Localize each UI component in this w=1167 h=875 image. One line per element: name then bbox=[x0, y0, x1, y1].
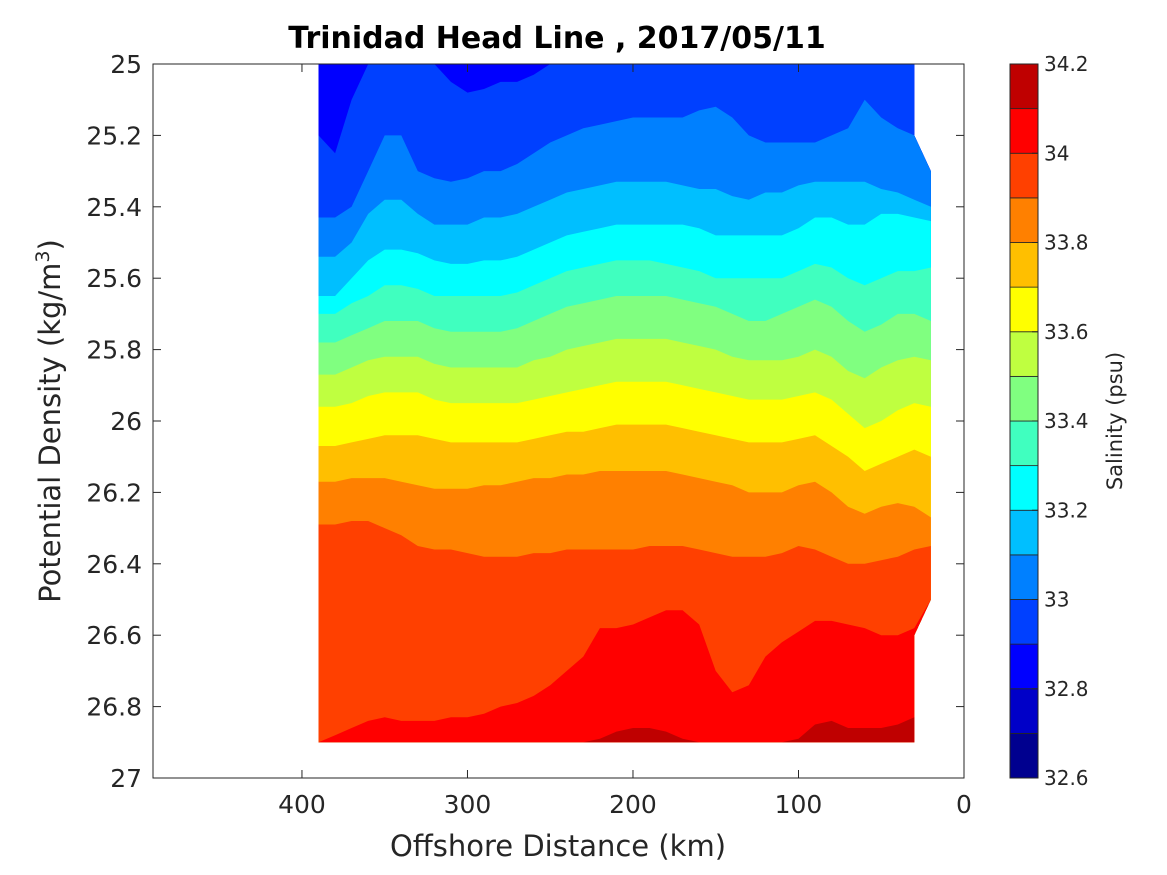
contour-band-34 bbox=[318, 599, 931, 743]
chart-title: Trinidad Head Line , 2017/05/11 bbox=[288, 21, 825, 56]
colorbar-segment bbox=[1009, 286, 1039, 333]
colorbar-tick-label: 33.6 bbox=[1044, 320, 1089, 344]
y-tick-label: 26 bbox=[110, 407, 142, 436]
x-axis-ticks: 400 300 200 100 0 bbox=[278, 64, 972, 819]
colorbar-segment bbox=[1009, 331, 1039, 377]
colorbar-segment bbox=[1009, 375, 1039, 422]
x-tick-label: 400 bbox=[278, 790, 326, 819]
y-tick-label: 25.6 bbox=[86, 264, 142, 293]
y-tick-label: 25.4 bbox=[86, 193, 142, 222]
y-tick-label: 27 bbox=[110, 764, 142, 793]
colorbar-segment bbox=[1009, 242, 1039, 288]
x-tick-label: 300 bbox=[444, 790, 492, 819]
colorbar-segment bbox=[1009, 599, 1039, 645]
x-tick-label: 0 bbox=[956, 790, 972, 819]
colorbar-tick-label: 33 bbox=[1044, 588, 1069, 612]
x-tick-label: 200 bbox=[609, 790, 657, 819]
colorbar-segment bbox=[1009, 688, 1039, 734]
y-axis-label: Potential Density (kg/m3) bbox=[32, 239, 67, 603]
colorbar-segment bbox=[1009, 732, 1039, 779]
colorbar-segment bbox=[1009, 509, 1039, 556]
colorbar-tick-label: 33.2 bbox=[1044, 498, 1089, 522]
colorbar-segment bbox=[1009, 197, 1039, 243]
y-tick-label: 26.8 bbox=[86, 693, 142, 722]
y-axis-ticks: 25 25.2 25.4 25.6 25.8 26 26.2 26.4 26.6 26.8 27 bbox=[86, 50, 964, 793]
colorbar-segment bbox=[1009, 465, 1039, 511]
y-tick-label: 26.6 bbox=[86, 621, 142, 650]
y-tick-label: 25.8 bbox=[86, 336, 142, 365]
colorbar-segment bbox=[1009, 554, 1039, 600]
colorbar-segment bbox=[1009, 152, 1039, 199]
colorbar-ticks: 32.6 32.8 33 33.2 33.4 33.6 33.8 34 34.2 bbox=[1032, 52, 1089, 790]
y-tick-label: 25 bbox=[110, 50, 142, 79]
colorbar-tick-label: 33.8 bbox=[1044, 231, 1089, 255]
y-axis-label-superscript: 3 bbox=[32, 250, 54, 262]
y-axis-label-main: Potential Density (kg/m bbox=[33, 263, 67, 603]
colorbar-tick-label: 34 bbox=[1044, 141, 1069, 165]
colorbar-segment bbox=[1009, 63, 1039, 110]
colorbar-tick-label: 32.6 bbox=[1044, 766, 1089, 790]
x-axis-label: Offshore Distance (km) bbox=[390, 829, 726, 863]
colorbar-label: Salinity (psu) bbox=[1103, 352, 1127, 490]
y-tick-label: 26.2 bbox=[86, 478, 142, 507]
colorbar-tick-label: 33.4 bbox=[1044, 409, 1089, 433]
colorbar-segment bbox=[1009, 420, 1039, 467]
colorbar-segment bbox=[1009, 108, 1039, 154]
colorbar-tick-label: 34.2 bbox=[1044, 52, 1089, 76]
x-tick-label: 100 bbox=[775, 790, 823, 819]
y-tick-label: 25.2 bbox=[86, 121, 142, 150]
contour-fill-layer bbox=[318, 64, 931, 743]
y-tick-label: 26.4 bbox=[86, 550, 142, 579]
colorbar-segment bbox=[1009, 643, 1039, 690]
y-axis-label-close: ) bbox=[33, 239, 67, 250]
colorbar-tick-label: 32.8 bbox=[1044, 677, 1089, 701]
